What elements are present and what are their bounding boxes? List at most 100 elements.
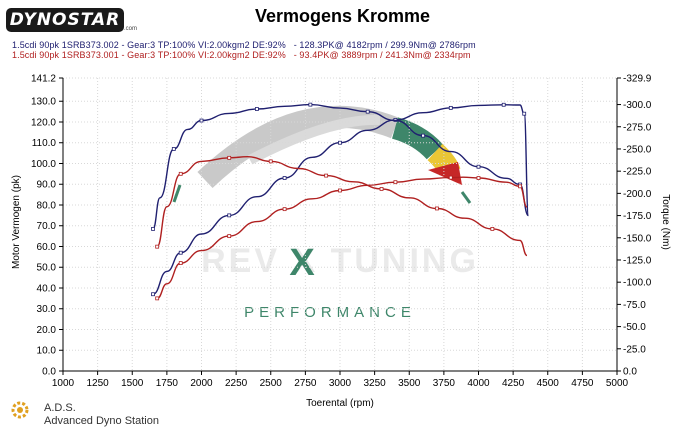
series-marker xyxy=(151,226,155,231)
series-marker xyxy=(178,171,183,176)
y2-tick-label: -125.0 xyxy=(623,255,652,266)
y2-tick-label: -250.0 xyxy=(623,144,652,155)
series-marker xyxy=(421,133,426,138)
series-marker xyxy=(338,140,342,145)
x-tick-label: 1750 xyxy=(156,378,179,389)
y-tick-label: 141.2 xyxy=(31,74,56,85)
ads-subtitle: Advanced Dyno Station xyxy=(44,415,159,427)
x-tick-label: 2500 xyxy=(260,378,283,389)
dynostar-logo: DYNOSTAR xyxy=(6,8,124,32)
x-tick-label: 1000 xyxy=(52,378,75,389)
run-legend-1: 1.5cdi 90pk 1SRB373.002 - Gear:3 TP:100%… xyxy=(12,40,476,50)
y-tick-label: 50.0 xyxy=(37,263,57,274)
series-marker xyxy=(476,176,481,180)
chart-title: Vermogens Kromme xyxy=(254,6,431,26)
series-lines xyxy=(151,102,530,301)
series-marker xyxy=(448,105,453,110)
series-marker xyxy=(254,107,259,111)
series-marker xyxy=(227,213,232,218)
x-tick-label: 2250 xyxy=(225,378,248,389)
series-marker xyxy=(379,187,384,191)
series-marker xyxy=(171,147,176,151)
y-tick-label: 30.0 xyxy=(37,304,57,315)
ads-name: A.D.S. xyxy=(44,402,76,414)
y-tick-label: 90.0 xyxy=(37,180,57,191)
x-tick-label: 3250 xyxy=(364,378,387,389)
y2-tick-label: -329.9 xyxy=(623,74,652,85)
watermark-gray-arc xyxy=(197,105,400,188)
series-marker xyxy=(268,159,273,164)
x-tick-label: 4750 xyxy=(571,378,594,389)
x-tick-label: 4000 xyxy=(467,378,490,389)
series-marker xyxy=(227,234,232,239)
y2-tick-label: -300.0 xyxy=(623,100,652,111)
y-tick-label: 60.0 xyxy=(37,242,57,253)
series-marker xyxy=(178,250,183,255)
x-tick-label: 3000 xyxy=(329,378,352,389)
x-tick-label: 4500 xyxy=(537,378,560,389)
series-marker xyxy=(518,184,522,189)
series-marker xyxy=(365,109,370,114)
x-tick-label: 4250 xyxy=(502,378,525,389)
y2-tick-label: 0.0 xyxy=(623,367,637,378)
y2-tick-label: -75.0 xyxy=(623,300,646,311)
series-line-power-run1 xyxy=(156,176,528,300)
series-line-power-run2 xyxy=(152,104,530,295)
x-tick-label: 1250 xyxy=(87,378,110,389)
series-line-torque-run2 xyxy=(152,103,530,230)
y-tick-label: 120.0 xyxy=(31,117,56,128)
series-marker xyxy=(308,102,313,107)
series-marker xyxy=(448,175,453,180)
x-tick-label: 5000 xyxy=(606,378,629,389)
watermark-tagline: PERFORMANCE xyxy=(244,304,416,321)
watermark-green-tick-right xyxy=(460,191,472,204)
grid-lines xyxy=(62,77,618,372)
watermark-green-tick-left xyxy=(172,184,182,203)
series-marker xyxy=(435,206,439,211)
y-tick-label: 80.0 xyxy=(37,200,57,211)
watermark-brand: REV X TUNING xyxy=(201,242,479,280)
series-marker xyxy=(522,111,527,116)
y-tick-label: 10.0 xyxy=(37,346,57,357)
series-marker xyxy=(151,292,155,297)
watermark-x: X xyxy=(289,242,315,284)
watermark-gray-band xyxy=(247,114,381,165)
series-marker xyxy=(199,118,204,123)
series-marker xyxy=(476,164,481,169)
logo-domain: .com xyxy=(124,26,138,32)
x-tick-label: 1500 xyxy=(121,378,144,389)
y2-tick-label: -150.0 xyxy=(623,233,652,244)
x-tick-label: 2000 xyxy=(190,378,213,389)
series-marker xyxy=(155,244,160,249)
watermark-green-arc xyxy=(391,117,444,160)
ads-logo-icon xyxy=(11,401,29,419)
series-marker xyxy=(338,188,342,193)
y2-axis-label: Torque (Nm) xyxy=(660,194,671,250)
series-marker xyxy=(178,261,183,265)
series-marker xyxy=(490,226,495,231)
series-marker xyxy=(227,155,232,160)
axes: 1000 1250 1500 1750 2000 2250 2500 2750 3000 3250… xyxy=(31,74,652,390)
series-marker xyxy=(501,102,506,107)
series-marker xyxy=(282,207,287,212)
x-tick-label: 3750 xyxy=(433,378,456,389)
series-marker xyxy=(324,173,329,178)
y-tick-label: 130.0 xyxy=(31,97,56,108)
y2-tick-label: -225.0 xyxy=(623,167,652,178)
run-legend-2: 1.5cdi 90pk 1SRB373.001 - Gear:3 TP:100%… xyxy=(12,50,471,60)
y-tick-label: 40.0 xyxy=(37,283,57,294)
y-axis-label: Motor Vermogen (pk) xyxy=(11,175,22,269)
series-marker xyxy=(155,296,160,301)
y2-tick-label: -175.0 xyxy=(623,211,652,222)
y-tick-label: 70.0 xyxy=(37,221,57,232)
series-marker xyxy=(282,176,287,180)
y-tick-label: 20.0 xyxy=(37,325,57,336)
y2-tick-label: -200.0 xyxy=(623,189,652,200)
watermark-red-wedge xyxy=(428,162,462,185)
series-marker xyxy=(393,180,398,185)
x-axis-label: Toerental (rpm) xyxy=(306,398,374,409)
y-tick-label: 0.0 xyxy=(42,367,56,378)
y2-tick-label: -100.0 xyxy=(623,278,652,289)
x-tick-label: 2750 xyxy=(294,378,317,389)
